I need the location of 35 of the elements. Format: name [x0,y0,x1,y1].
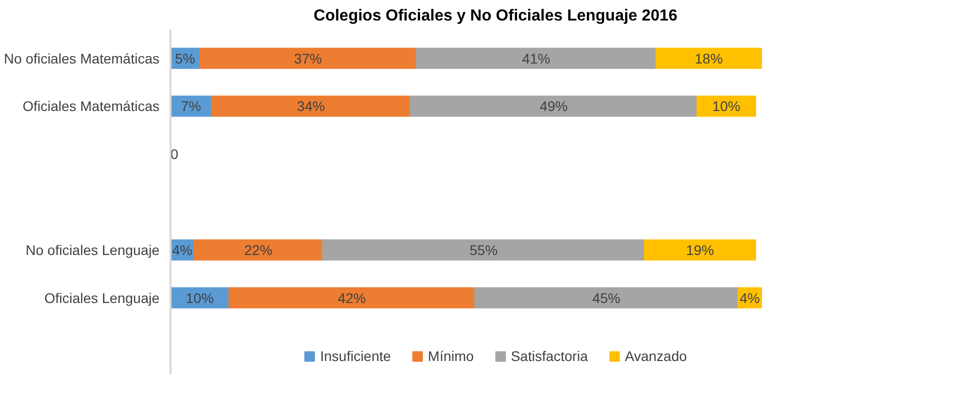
data-label: 22% [244,242,272,258]
bar [416,48,657,69]
chart-title: Colegios Oficiales y No Oficiales Lenguaje 2016 [314,8,678,24]
data-label: 5% [175,50,196,66]
legend-label: Satisfactoria [510,348,588,364]
bar [228,287,476,308]
y-tick-label: No oficiales Lenguaje [26,242,160,258]
data-label: 18% [694,50,723,66]
bar [474,287,739,308]
data-label: 41% [522,50,550,66]
bar [193,239,324,260]
bar [644,239,756,260]
data-label: 4% [740,290,760,306]
bar [656,48,762,69]
y-tick-label: Oficiales Lenguaje [44,290,160,306]
data-label: 37% [294,50,322,66]
legend-label: Avanzado [624,348,687,364]
data-label: 49% [540,98,568,114]
bar [322,239,645,260]
bar [410,96,698,117]
data-label: 34% [296,98,325,114]
y-tick-label: Oficiales Matemáticas [22,98,160,114]
legend-label: Mínimo [428,348,474,364]
y-tick-label: No oficiales Matemáticas [4,50,160,66]
data-label: 7% [180,98,202,114]
data-label: 45% [592,290,620,306]
bar [210,96,411,117]
legend-label: Insuficiente [320,348,391,364]
bar [199,48,417,69]
data-label: 4% [172,242,192,258]
data-label: 19% [686,242,714,258]
data-label: 42% [338,290,366,306]
data-label: 10% [712,98,740,114]
data-label: 10% [186,290,214,306]
data-label: 55% [469,242,498,258]
